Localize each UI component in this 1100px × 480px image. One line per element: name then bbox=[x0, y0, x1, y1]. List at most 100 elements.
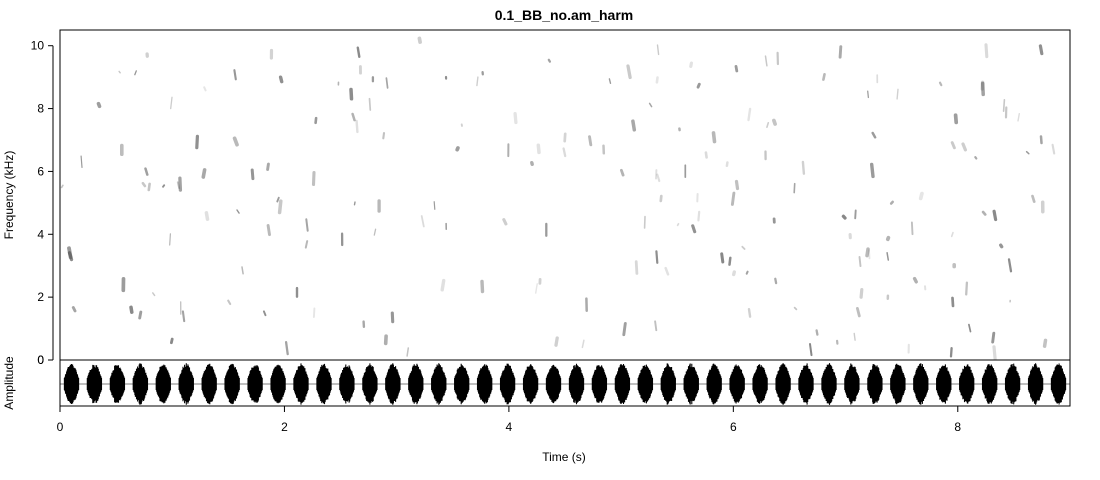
waveform-pulse bbox=[1004, 363, 1021, 405]
spectrogram-blob bbox=[563, 132, 567, 143]
spectrogram-blob bbox=[725, 161, 729, 168]
spectrogram-blob bbox=[241, 266, 244, 275]
spectrogram-blob bbox=[304, 240, 309, 249]
spectrogram-blob bbox=[433, 201, 436, 210]
spectrogram-blob bbox=[311, 170, 316, 187]
y-axis-label: Frequency (kHz) bbox=[2, 151, 16, 240]
spectrogram-blob bbox=[620, 168, 625, 177]
spectrogram-blob bbox=[984, 43, 989, 59]
spectrogram-blob bbox=[502, 218, 508, 226]
spectrogram-frame bbox=[59, 29, 1071, 361]
waveform-pulse bbox=[890, 363, 906, 405]
spectrogram-blob bbox=[999, 243, 1004, 249]
waveform-pulse bbox=[385, 363, 401, 405]
spectrogram-blob bbox=[80, 155, 83, 168]
spectrogram-blob bbox=[801, 160, 806, 175]
spectrogram-blob bbox=[734, 179, 740, 191]
spectrogram-blob bbox=[793, 182, 796, 194]
spectrogram-blob bbox=[284, 341, 289, 356]
y-tick-label: 2 bbox=[37, 290, 44, 304]
x-tick-label: 0 bbox=[57, 420, 64, 434]
spectrogram-blob bbox=[889, 200, 895, 205]
spectrogram-blob bbox=[144, 167, 149, 176]
spectrogram-blob bbox=[129, 305, 134, 314]
spectrogram-blob bbox=[809, 343, 813, 357]
spectrogram-blob bbox=[838, 45, 843, 59]
spectrogram-blob bbox=[233, 69, 237, 81]
waveform-pulse bbox=[867, 364, 883, 404]
spectrogram-blob bbox=[622, 321, 627, 337]
spectrogram-blob bbox=[689, 61, 694, 69]
spectrogram-blob bbox=[203, 86, 207, 92]
waveform-pulse bbox=[224, 363, 240, 405]
chart-title: 0.1_BB_no.am_harm bbox=[495, 7, 634, 23]
spectrogram-blob bbox=[631, 119, 637, 132]
spectrogram-blob bbox=[1038, 44, 1044, 56]
spectrogram-blob bbox=[305, 218, 309, 232]
spectrogram-blob bbox=[178, 176, 183, 192]
spectrogram-blob bbox=[868, 249, 871, 260]
spectrogram-blob bbox=[730, 191, 736, 206]
spectrogram-blob bbox=[608, 78, 612, 85]
spectrogram-blob bbox=[373, 228, 377, 236]
spectrogram-blob bbox=[938, 81, 943, 87]
spectrogram-blob bbox=[656, 173, 661, 183]
spectrogram-blob bbox=[858, 255, 862, 268]
spectrogram-blob bbox=[648, 102, 653, 108]
waveform-pulse bbox=[913, 363, 929, 405]
waveform-pulse bbox=[729, 364, 745, 404]
spectrogram-blob bbox=[382, 132, 386, 140]
spectrogram-blob bbox=[696, 82, 701, 89]
amplitude-tick-label: 0 bbox=[37, 353, 44, 367]
spectrogram-blob bbox=[822, 73, 826, 81]
waveform-pulse bbox=[981, 364, 998, 404]
waveform-pulse bbox=[476, 364, 493, 404]
spectrogram-blob bbox=[626, 64, 632, 80]
x-tick-label: 4 bbox=[506, 420, 513, 434]
spectrogram-blob bbox=[697, 210, 701, 222]
spectrogram-blob bbox=[67, 251, 74, 262]
spectrogram-blob bbox=[60, 184, 64, 189]
waveform-pulse bbox=[959, 364, 975, 404]
spectrogram-blob bbox=[227, 299, 232, 306]
spectrogram-blob bbox=[201, 168, 207, 179]
spectrogram-blob bbox=[141, 181, 147, 188]
spectrogram-blob bbox=[741, 245, 746, 250]
spectrogram-blob bbox=[734, 65, 739, 73]
waveform-pulse bbox=[201, 363, 217, 405]
spectrogram-blob bbox=[974, 156, 978, 160]
spectrogram-blob bbox=[513, 112, 518, 125]
waveform-pulse bbox=[545, 364, 562, 404]
waveform-pulse bbox=[86, 364, 103, 404]
spectrogram-blob bbox=[147, 182, 151, 192]
waveform-pulse bbox=[844, 363, 860, 405]
spectrogram-blob bbox=[764, 55, 768, 67]
waveform-pulse bbox=[454, 363, 470, 405]
waveform-pulse bbox=[270, 364, 286, 404]
x-tick-label: 6 bbox=[730, 420, 737, 434]
spectrogram-blob bbox=[266, 162, 270, 171]
spectrogram-blob bbox=[655, 76, 659, 84]
spectrogram-blob bbox=[912, 276, 918, 284]
waveform-pulse bbox=[1027, 363, 1044, 405]
spectrogram-blob bbox=[856, 306, 861, 318]
waveform-pulse bbox=[109, 365, 126, 403]
waveform-pulse bbox=[614, 364, 631, 404]
spectrogram-blob bbox=[992, 209, 998, 222]
spectrogram-blob bbox=[134, 70, 137, 76]
spectrogram-blob bbox=[728, 256, 732, 266]
amplitude-axis: 0 bbox=[37, 353, 44, 367]
spectrogram-blob bbox=[992, 345, 997, 361]
waveform-pulse bbox=[499, 363, 516, 405]
y-tick-label: 4 bbox=[37, 227, 44, 241]
spectrogram-blob bbox=[841, 214, 847, 220]
spectrogram-blob bbox=[745, 270, 749, 275]
waveform-pulse bbox=[247, 365, 263, 403]
spectrogram-blob bbox=[859, 288, 864, 299]
spectrogram-blob bbox=[910, 221, 914, 236]
spectrogram-marks bbox=[60, 36, 1056, 361]
waveform-pulse bbox=[431, 363, 447, 405]
spectrogram-blob bbox=[853, 332, 856, 341]
spectrogram-blob bbox=[96, 101, 102, 109]
